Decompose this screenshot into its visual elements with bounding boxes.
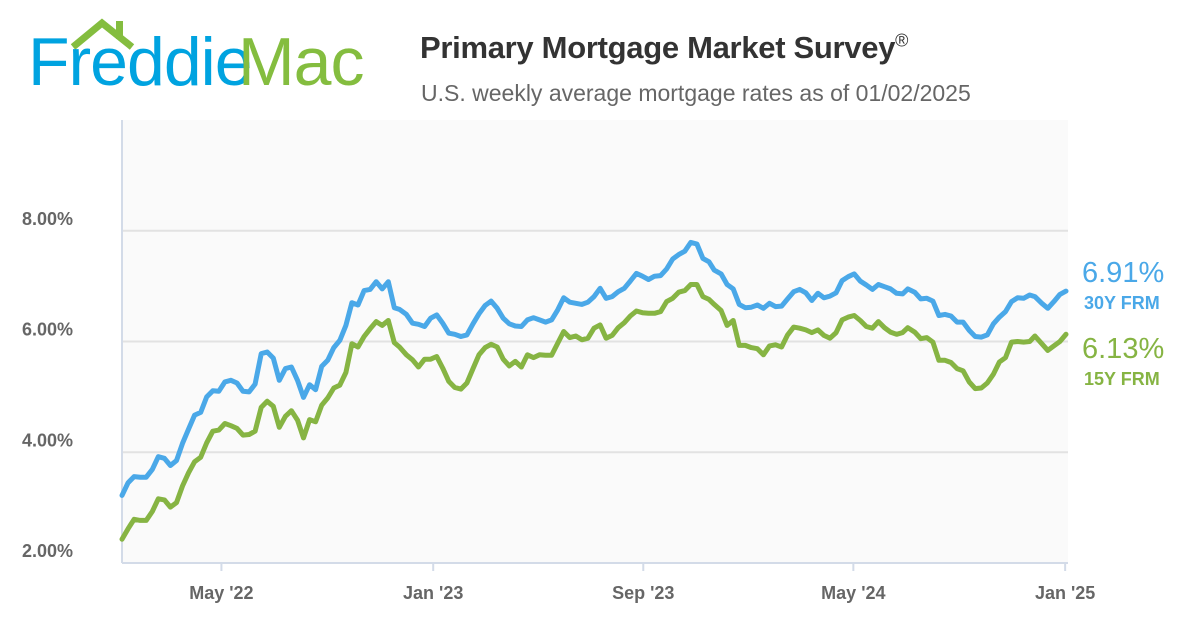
- series-lines: [119, 239, 1069, 542]
- y-tick-label: 2.00%: [22, 541, 73, 561]
- y-tick-label: 6.00%: [22, 320, 73, 340]
- gridlines: [122, 229, 1068, 454]
- x-tick-label: May '24: [821, 583, 885, 603]
- series-line-30y-frm: [119, 239, 1069, 498]
- y-tick-label: 8.00%: [22, 209, 73, 229]
- series-latest-value: 6.13%: [1082, 333, 1164, 365]
- series-line-15y-frm: [119, 282, 1069, 542]
- x-tick-label: Jan '25: [1035, 583, 1095, 603]
- x-axis: May '22 Jan '23 Sep '23 May '24 Jan '25: [122, 562, 1095, 603]
- chart-title: Primary Mortgage Market Survey®: [420, 30, 908, 66]
- series-name-label: 15Y FRM: [1084, 369, 1160, 389]
- x-tick-label: May '22: [189, 583, 253, 603]
- chart-title-text: Primary Mortgage Market Survey: [420, 30, 896, 65]
- y-axis: 2.00% 4.00% 6.00% 8.00%: [22, 120, 123, 563]
- logo-word-freddie: Freddie: [28, 24, 253, 100]
- chart-subtitle: U.S. weekly average mortgage rates as of…: [421, 80, 971, 106]
- y-tick-label: 4.00%: [22, 430, 73, 450]
- x-tick-label: Sep '23: [612, 583, 674, 603]
- house-roof-icon: [70, 18, 135, 50]
- series-name-label: 30Y FRM: [1084, 293, 1160, 313]
- freddie-mac-logo: Freddie Mac: [0, 0, 400, 110]
- end-labels: 6.91% 30Y FRM 6.13% 15Y FRM: [1082, 257, 1164, 389]
- registered-mark: ®: [895, 30, 909, 51]
- x-tick-label: Jan '23: [403, 583, 463, 603]
- logo-word-mac: Mac: [238, 24, 364, 100]
- series-latest-value: 6.91%: [1082, 257, 1164, 289]
